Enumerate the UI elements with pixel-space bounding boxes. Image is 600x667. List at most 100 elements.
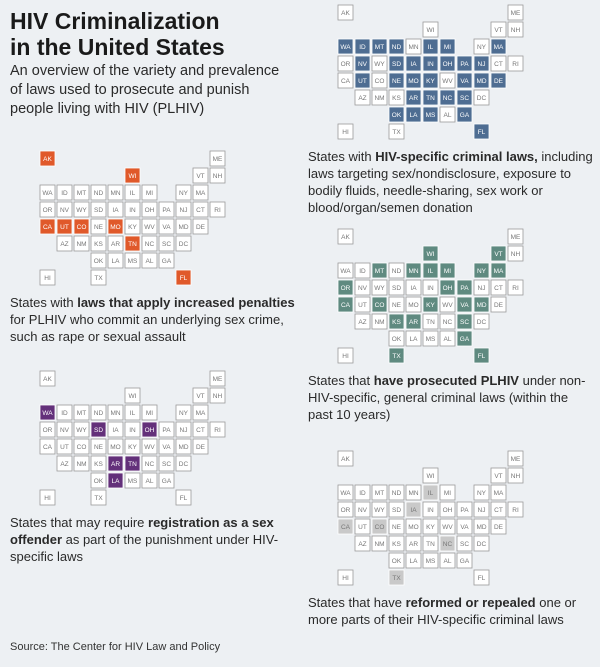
state-label: NV — [358, 507, 368, 514]
state-label: ND — [392, 490, 402, 497]
state-ny: NY — [473, 484, 490, 501]
state-tile — [507, 450, 524, 467]
state-ma: MA — [490, 262, 507, 279]
state-ct: CT — [490, 55, 507, 72]
state-label: MD — [476, 524, 486, 531]
source-note: Source: The Center for HIV Law and Polic… — [10, 641, 221, 653]
state-tile — [371, 262, 388, 279]
state-label: AR — [409, 319, 418, 326]
state-label: WV — [442, 78, 453, 85]
state-tile — [371, 89, 388, 106]
state-ct: CT — [192, 201, 209, 218]
state-tile — [209, 370, 226, 387]
state-mt: MT — [73, 404, 90, 421]
state-label: NH — [511, 251, 521, 258]
caption-post: including laws targeting sex/nondisclosu… — [308, 149, 593, 215]
state-label: UT — [358, 302, 367, 309]
state-ri: RI — [209, 201, 226, 218]
state-label: CA — [341, 524, 351, 531]
state-label: MD — [178, 444, 188, 451]
state-tile — [90, 438, 107, 455]
state-tile — [490, 279, 507, 296]
state-label: ID — [359, 268, 366, 275]
state-tile — [507, 228, 524, 245]
state-id: ID — [56, 184, 73, 201]
state-ks: KS — [388, 89, 405, 106]
state-sd: SD — [388, 279, 405, 296]
state-nh: NH — [209, 167, 226, 184]
state-label: PA — [460, 285, 469, 292]
state-label: RI — [214, 207, 221, 214]
state-label: SD — [392, 285, 401, 292]
state-il: IL — [422, 484, 439, 501]
state-al: AL — [141, 252, 158, 269]
state-ia: IA — [405, 279, 422, 296]
state-tx: TX — [388, 569, 405, 586]
state-ak: AK — [39, 370, 56, 387]
state-ok: OK — [388, 106, 405, 123]
state-tile — [507, 21, 524, 38]
state-ca: CA — [337, 72, 354, 89]
state-label: ID — [61, 190, 68, 197]
state-tn: TN — [422, 89, 439, 106]
state-tile — [473, 501, 490, 518]
map-caption: States that have prosecuted PLHIV under … — [308, 372, 593, 423]
state-label: VT — [494, 251, 502, 258]
state-label: OK — [392, 336, 402, 343]
state-tile — [439, 296, 456, 313]
state-label: NJ — [478, 61, 486, 68]
state-tile — [354, 535, 371, 552]
state-label: IA — [410, 61, 417, 68]
state-label: TX — [392, 575, 401, 582]
state-ny: NY — [473, 262, 490, 279]
state-label: TN — [426, 95, 435, 102]
state-ok: OK — [388, 330, 405, 347]
state-tile — [158, 252, 175, 269]
state-ms: MS — [124, 472, 141, 489]
state-mo: MO — [107, 438, 124, 455]
state-tile — [405, 501, 422, 518]
state-tile — [439, 518, 456, 535]
state-label: SC — [162, 241, 171, 248]
state-tile — [141, 252, 158, 269]
state-ma: MA — [192, 404, 209, 421]
state-label: WY — [76, 207, 87, 214]
state-label: VA — [162, 444, 171, 451]
state-tile — [507, 245, 524, 262]
state-label: KS — [94, 241, 103, 248]
state-me: ME — [209, 150, 226, 167]
state-label: CA — [43, 224, 53, 231]
state-tile — [337, 38, 354, 55]
state-hi: HI — [337, 347, 354, 364]
state-mn: MN — [107, 404, 124, 421]
state-tile — [158, 201, 175, 218]
state-me: ME — [507, 4, 524, 21]
state-label: WY — [76, 427, 87, 434]
state-tile — [337, 55, 354, 72]
state-tile — [337, 228, 354, 245]
state-tile — [124, 167, 141, 184]
state-hi: HI — [337, 123, 354, 140]
state-tn: TN — [124, 235, 141, 252]
state-nh: NH — [507, 21, 524, 38]
state-mn: MN — [405, 38, 422, 55]
state-label: DE — [196, 224, 206, 231]
state-label: MI — [444, 490, 451, 497]
state-tile — [422, 330, 439, 347]
state-label: MS — [128, 258, 138, 265]
state-label: WA — [42, 190, 53, 197]
caption-post: one or more parts of their HIV-specific … — [308, 595, 577, 627]
state-tile — [56, 201, 73, 218]
state-hi: HI — [39, 269, 56, 286]
state-label: GA — [162, 258, 172, 265]
caption-bold: HIV-specific criminal laws, — [375, 149, 538, 164]
state-label: KY — [128, 224, 137, 231]
state-label: MI — [146, 410, 153, 417]
state-label: DE — [196, 444, 206, 451]
state-pa: PA — [158, 201, 175, 218]
state-label: RI — [512, 507, 519, 514]
state-pa: PA — [456, 279, 473, 296]
state-in: IN — [422, 279, 439, 296]
state-label: TX — [392, 129, 401, 136]
us-state-map: AK ME WI VT NH WA ID MT ND MN IL MI NY MA OR NV WY SD IA IN… — [39, 150, 226, 286]
